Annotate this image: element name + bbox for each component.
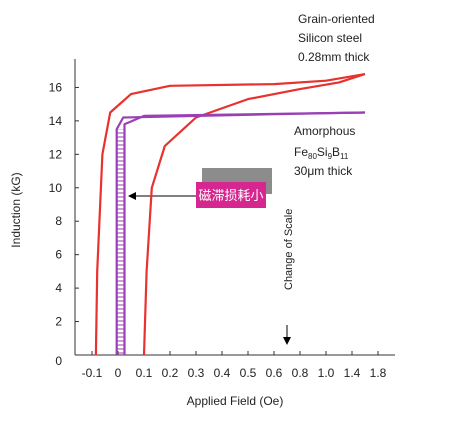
curve xyxy=(94,73,366,356)
formula: Fe80Si9B11 xyxy=(294,145,349,161)
label-box xyxy=(196,182,266,208)
y-tick-label: 16 xyxy=(49,80,63,94)
curve xyxy=(142,73,366,356)
formula-part: 9 xyxy=(328,152,333,161)
hatch xyxy=(116,129,125,355)
formula-part: Si xyxy=(317,145,328,159)
annotation: 30μm thick xyxy=(294,164,353,178)
x-tick-label: 0 xyxy=(115,366,122,380)
y-tick-label: 14 xyxy=(49,114,63,128)
y-tick-label: 0 xyxy=(55,354,62,368)
formula-part: Fe xyxy=(294,145,308,159)
y-tick-label: 2 xyxy=(55,315,62,329)
x-tick-label: 0.4 xyxy=(214,366,231,380)
arrow-head xyxy=(128,192,136,200)
silicon-annotation: Grain-oriented Silicon steel 0.28mm thic… xyxy=(298,12,375,64)
x-tick-label: 0.5 xyxy=(240,366,257,380)
loss-label: 磁滞损耗小 xyxy=(198,188,263,203)
curve xyxy=(115,111,366,355)
y-tick-label: 10 xyxy=(49,181,63,195)
x-tick-label: 1.0 xyxy=(318,366,335,380)
arrow-head xyxy=(283,337,291,345)
curve xyxy=(123,111,366,355)
x-tick-label: 0.1 xyxy=(136,366,153,380)
y-tick-label: 4 xyxy=(55,281,62,295)
annotation: 0.28mm thick xyxy=(298,50,370,64)
x-tick-label: 0.3 xyxy=(188,366,205,380)
x-axis-label: Applied Field (Oe) xyxy=(187,394,284,408)
formula-part: B xyxy=(332,145,340,159)
y-tick-label: 6 xyxy=(55,248,62,262)
x-tick-label: 0.6 xyxy=(266,366,283,380)
x-tick-label: 1.8 xyxy=(370,366,387,380)
y-tick-label: 8 xyxy=(55,214,62,228)
formula-part: 80 xyxy=(308,152,317,161)
y-axis-label: Induction (kG) xyxy=(9,172,23,247)
annotation: Silicon steel xyxy=(298,31,362,45)
formula-part: 11 xyxy=(340,152,349,161)
y-tick-label: 12 xyxy=(49,147,63,161)
annotation: Amorphous xyxy=(294,124,355,138)
scale-note: Change of Scale xyxy=(283,209,295,290)
x-tick-label: -0.1 xyxy=(82,366,103,380)
x-tick-label: 1.4 xyxy=(344,366,361,380)
x-tick-label: 0.2 xyxy=(162,366,179,380)
x-tick-label: 0.8 xyxy=(292,366,309,380)
annotation: Grain-oriented xyxy=(298,12,375,26)
